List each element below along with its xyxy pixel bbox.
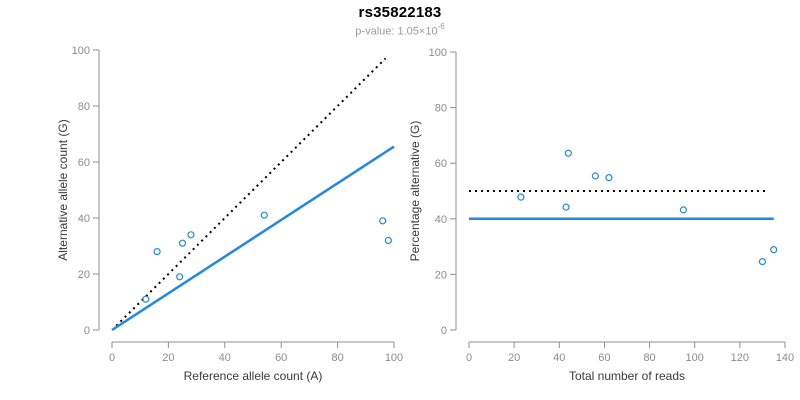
- x-axis-title: Reference allele count (A): [184, 369, 323, 383]
- x-tick-label: 0: [466, 352, 472, 364]
- y-tick-label: 60: [435, 158, 447, 170]
- data-point: [517, 193, 525, 201]
- x-tick-label: 140: [776, 352, 794, 364]
- y-tick-label: 80: [435, 103, 447, 115]
- data-point: [679, 206, 688, 214]
- x-tick-label: 100: [385, 352, 403, 364]
- y-tick-label: 0: [441, 325, 447, 337]
- y-tick-label: 60: [78, 157, 90, 169]
- y-tick-label: 40: [435, 214, 447, 226]
- x-tick-label: 20: [508, 352, 520, 364]
- y-axis-title: Percentage alternative (G): [408, 121, 422, 262]
- x-tick-label: 80: [331, 352, 343, 364]
- data-point: [153, 248, 161, 256]
- x-tick-label: 60: [598, 352, 610, 364]
- y-tick-label: 100: [72, 45, 90, 57]
- x-tick-label: 0: [109, 352, 115, 364]
- data-point: [187, 231, 195, 239]
- y-tick-label: 100: [429, 47, 447, 59]
- data-point: [379, 217, 387, 225]
- x-tick-label: 60: [275, 352, 287, 364]
- y-tick-label: 0: [84, 325, 90, 337]
- data-point: [562, 203, 570, 211]
- x-tick-label: 20: [162, 352, 174, 364]
- y-tick-label: 80: [78, 101, 90, 113]
- data-point: [260, 211, 268, 219]
- x-tick-label: 40: [219, 352, 231, 364]
- x-tick-label: 100: [686, 352, 704, 364]
- percentage-scatter: 0 20 40 60 80 100 0 20 40 60 80 100 120 140 Total numb…: [408, 47, 794, 383]
- data-point: [564, 149, 572, 157]
- data-point: [605, 174, 613, 182]
- data-point: [591, 172, 600, 180]
- y-axis-title: Alternative allele count (G): [56, 119, 70, 260]
- allele-count-scatter: 0 20 40 60 80 100 0 20 40 60 80 100 Reference allele…: [56, 45, 403, 383]
- y-tick-label: 40: [78, 213, 90, 225]
- x-tick-label: 40: [553, 352, 565, 364]
- fit-line: [111, 145, 395, 332]
- data-point: [142, 295, 150, 303]
- x-tick-label: 80: [643, 352, 655, 364]
- data-point: [758, 258, 767, 266]
- x-tick-label: 120: [731, 352, 749, 364]
- data-point: [770, 246, 778, 254]
- y-tick-label: 20: [435, 269, 447, 281]
- x-axis-title: Total number of reads: [569, 369, 685, 383]
- identity-dotted-line: [115, 57, 387, 327]
- data-point: [178, 239, 187, 247]
- data-point: [176, 273, 184, 281]
- data-point: [384, 236, 392, 244]
- y-tick-label: 20: [78, 269, 90, 281]
